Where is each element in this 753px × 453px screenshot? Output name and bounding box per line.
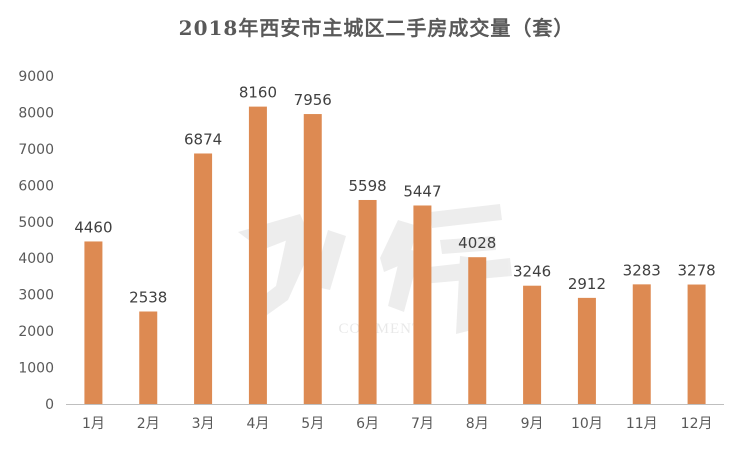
- chart-title: 2018年西安市主城区二手房成交量（套）: [178, 16, 575, 40]
- data-label: 8160: [239, 84, 277, 102]
- x-tick-label: 12月: [681, 416, 713, 432]
- x-tick-label: 10月: [571, 416, 603, 432]
- y-tick-label: 3000: [18, 288, 54, 304]
- bar: [523, 285, 542, 404]
- data-label: 2912: [568, 275, 606, 293]
- data-label: 3278: [677, 262, 715, 280]
- data-label: 5598: [348, 177, 386, 195]
- data-label: 4028: [458, 234, 496, 252]
- x-tick-label: 9月: [521, 416, 544, 432]
- x-tick-label: 2月: [137, 416, 160, 432]
- data-label: 4460: [74, 218, 112, 236]
- y-tick-label: 0: [45, 397, 54, 413]
- x-tick-label: 5月: [301, 416, 324, 432]
- x-tick-label: 1月: [82, 416, 105, 432]
- data-label: 5447: [403, 182, 441, 200]
- x-tick-label: 8月: [466, 416, 489, 432]
- y-tick-label: 1000: [18, 361, 54, 377]
- bar: [687, 284, 706, 404]
- y-tick-label: 4000: [18, 251, 54, 267]
- y-tick-label: 7000: [18, 142, 54, 158]
- data-label: 7956: [294, 91, 332, 109]
- x-tick-label: 7月: [411, 416, 434, 432]
- x-tick-label: 4月: [246, 416, 269, 432]
- data-label: 6874: [184, 130, 222, 148]
- bar: [468, 257, 487, 404]
- data-label: 3283: [623, 261, 661, 279]
- y-axis: 0 1000 2000 3000 4000 5000 6000 7000 8000 9000: [18, 69, 54, 413]
- bar: [577, 297, 596, 404]
- bar: [413, 205, 432, 404]
- y-tick-label: 9000: [18, 69, 54, 85]
- y-tick-label: 8000: [18, 105, 54, 121]
- data-label: 2538: [129, 289, 167, 307]
- bar: [84, 241, 103, 404]
- x-tick-label: 11月: [626, 416, 658, 432]
- y-tick-label: 2000: [18, 324, 54, 340]
- bar: [303, 114, 322, 404]
- bar: [194, 153, 213, 404]
- bar: [632, 284, 651, 404]
- x-axis: 1月 2月 3月 4月 5月 6月 7月 8月 9月 10月 11月 12月: [82, 416, 713, 432]
- bars: 4460 2538 6874 8160 7956 5598 5447 4028 3246 2912…: [74, 84, 716, 404]
- data-label: 3246: [513, 263, 551, 281]
- bar: [248, 106, 267, 404]
- x-tick-label: 6月: [356, 416, 379, 432]
- bar: [139, 311, 158, 404]
- x-tick-label: 3月: [192, 416, 215, 432]
- y-tick-label: 6000: [18, 178, 54, 194]
- y-tick-label: 5000: [18, 215, 54, 231]
- bar: [358, 199, 377, 404]
